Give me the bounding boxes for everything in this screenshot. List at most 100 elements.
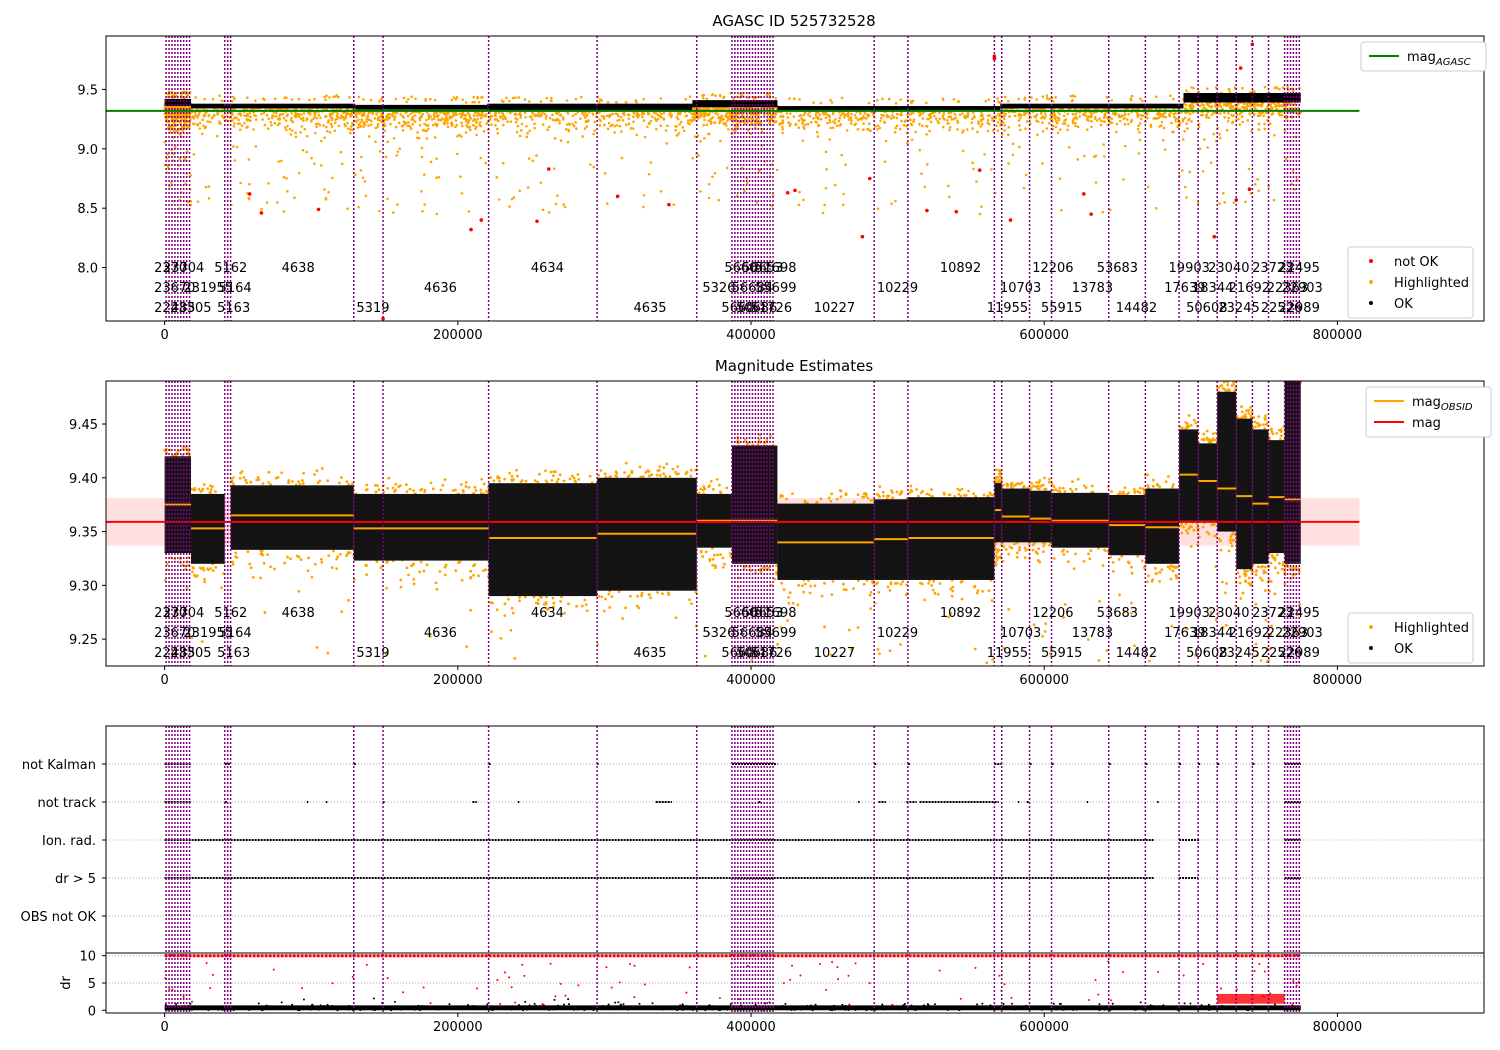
highlighted-point	[431, 487, 435, 491]
highlighted-point	[1185, 196, 1188, 199]
highlighted-point	[986, 494, 990, 498]
highlighted-point	[589, 163, 592, 166]
highlighted-point	[423, 122, 426, 126]
highlighted-point	[846, 115, 850, 118]
highlighted-point	[466, 124, 469, 128]
obsid-label: 22989	[1278, 646, 1319, 661]
highlighted-point	[991, 116, 994, 120]
highlighted-point	[413, 120, 417, 123]
highlighted-point	[649, 596, 652, 600]
highlighted-point	[402, 120, 406, 123]
axes-frame-magnitude-estimates	[105, 380, 1485, 667]
highlighted-point	[537, 112, 541, 115]
highlighted-point	[643, 135, 647, 139]
highlighted-point	[460, 114, 464, 117]
not-ok-point	[316, 207, 321, 212]
highlighted-point	[927, 493, 931, 497]
highlighted-point	[472, 573, 475, 577]
highlighted-point	[388, 112, 392, 116]
highlighted-point	[1257, 415, 1261, 419]
highlighted-point	[1174, 565, 1178, 569]
highlighted-point	[1205, 116, 1208, 119]
obsid-label: 22526	[1261, 301, 1302, 316]
highlighted-point	[559, 113, 563, 117]
highlighted-point	[213, 107, 216, 111]
highlighted-point	[239, 113, 243, 117]
highlighted-point	[1186, 425, 1189, 429]
highlighted-point	[624, 606, 628, 610]
highlighted-point	[357, 112, 361, 115]
highlighted-point	[658, 465, 662, 469]
highlighted-point	[479, 116, 483, 120]
highlighted-point	[287, 481, 290, 485]
highlighted-point	[246, 125, 249, 128]
highlighted-point	[566, 140, 570, 144]
highlighted-point	[593, 129, 597, 132]
highlighted-point	[1225, 128, 1229, 132]
highlighted-point	[203, 580, 207, 584]
highlighted-point	[703, 118, 706, 122]
highlighted-point	[336, 115, 340, 119]
highlighted-point	[1088, 557, 1092, 561]
highlighted-point	[446, 125, 450, 129]
highlighted-point	[624, 461, 628, 465]
highlighted-point	[915, 487, 918, 491]
highlighted-point	[585, 125, 589, 129]
highlighted-point	[635, 604, 639, 608]
highlighted-point	[1180, 111, 1183, 114]
highlighted-point	[1259, 576, 1262, 580]
highlighted-point	[544, 479, 548, 483]
highlighted-point	[420, 114, 423, 118]
highlighted-point	[876, 128, 879, 131]
highlighted-point	[789, 122, 792, 126]
highlighted-point	[514, 120, 518, 124]
highlighted-point	[815, 130, 819, 134]
highlighted-point	[642, 205, 645, 209]
highlighted-point	[947, 111, 951, 115]
highlighted-point	[895, 490, 899, 494]
highlighted-point	[1222, 191, 1225, 195]
highlighted-point	[671, 467, 675, 471]
highlighted-point	[703, 113, 707, 117]
highlighted-point	[1025, 120, 1029, 123]
highlighted-point	[1122, 178, 1125, 181]
highlighted-point	[996, 121, 1000, 124]
highlighted-point	[1227, 549, 1231, 553]
highlighted-point	[1221, 580, 1224, 584]
highlighted-point	[1056, 131, 1060, 135]
highlighted-point	[349, 112, 352, 116]
highlighted-point	[610, 123, 614, 127]
highlighted-point	[1238, 581, 1242, 585]
highlighted-point	[240, 470, 244, 473]
highlighted-point	[1123, 486, 1127, 490]
obsid-label: 23723	[1252, 261, 1293, 276]
highlighted-point	[462, 117, 466, 121]
obsid-label: 23305	[170, 646, 211, 661]
highlighted-point	[1078, 115, 1082, 118]
highlighted-point	[464, 131, 468, 134]
obsid-label: 23670	[154, 626, 195, 641]
highlighted-point	[999, 121, 1003, 125]
highlighted-point	[430, 118, 434, 121]
highlighted-point	[286, 190, 289, 193]
highlighted-point	[823, 625, 826, 629]
highlighted-point	[290, 480, 294, 483]
highlighted-point	[1183, 107, 1187, 110]
highlighted-point	[1271, 106, 1274, 110]
highlighted-point	[840, 96, 844, 100]
highlighted-point	[1217, 386, 1221, 389]
highlighted-point	[893, 130, 897, 134]
highlighted-point	[953, 113, 957, 116]
highlighted-point	[530, 115, 533, 118]
highlighted-point	[1247, 576, 1251, 580]
highlighted-point	[991, 493, 995, 497]
highlighted-point	[1151, 484, 1155, 488]
dr-ok-point	[622, 1003, 625, 1006]
highlighted-point	[1011, 142, 1015, 146]
highlighted-point	[720, 114, 724, 118]
highlighted-point	[1195, 522, 1199, 526]
obsid-label: 5162	[214, 261, 247, 276]
highlighted-point	[765, 438, 769, 442]
highlighted-point	[669, 115, 673, 119]
highlighted-point	[233, 159, 237, 162]
